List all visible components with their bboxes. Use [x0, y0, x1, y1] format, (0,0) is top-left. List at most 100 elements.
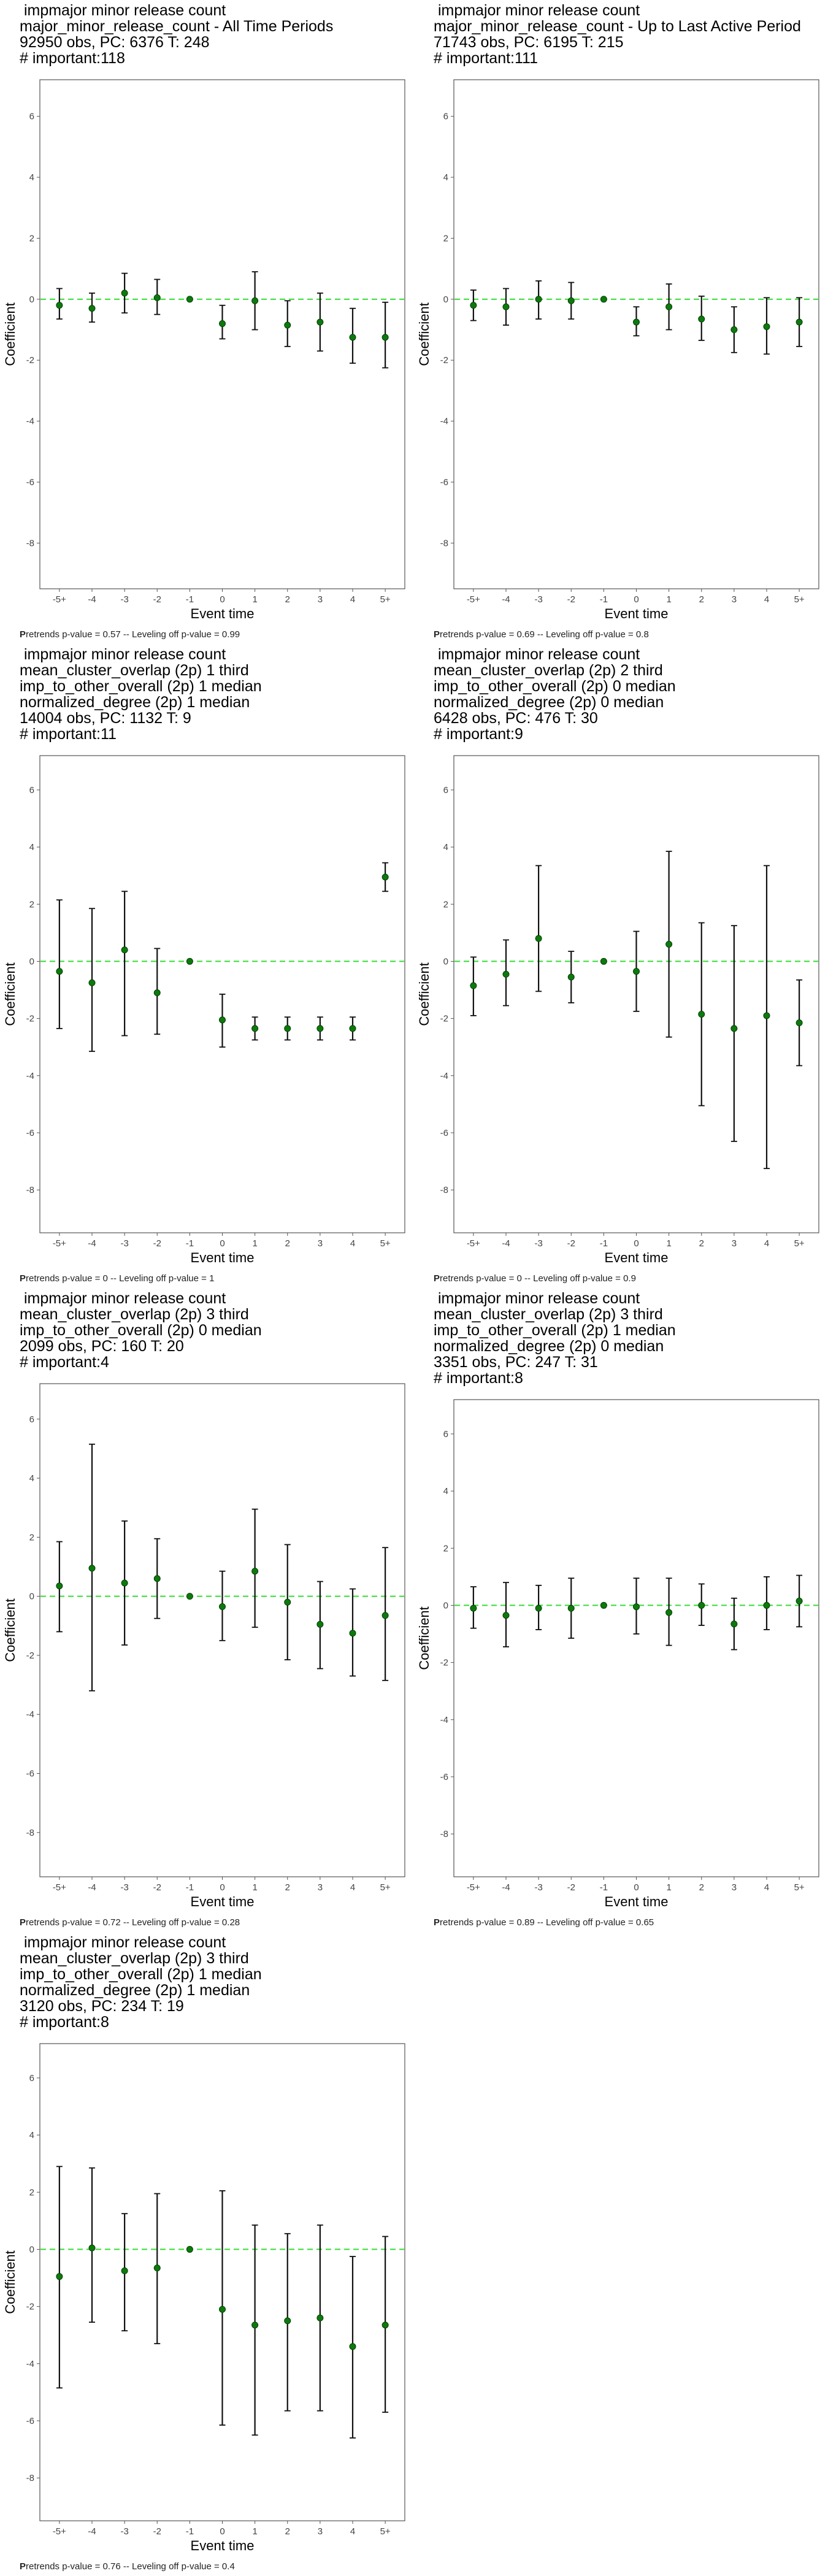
- y-tick-label: -2: [440, 1658, 448, 1668]
- point-estimate: [121, 2267, 128, 2274]
- footnote-bold-prefix: P: [434, 1273, 440, 1284]
- y-tick-label: 4: [29, 1473, 34, 1484]
- point-estimate: [186, 2246, 193, 2252]
- y-tick-label: -6: [440, 477, 448, 488]
- x-tick-label: 1: [666, 1882, 671, 1893]
- footnote-text: retrends p-value = 0 -- Leveling off p-v…: [26, 1273, 214, 1284]
- x-tick-label: -2: [153, 2526, 161, 2537]
- x-tick-label: 3: [732, 1238, 737, 1249]
- y-tick-label: -2: [26, 355, 34, 366]
- point-estimate: [89, 1565, 95, 1571]
- y-axis-label: Coefficient: [416, 302, 432, 366]
- y-tick-label: -2: [26, 2302, 34, 2312]
- point-estimate: [666, 1609, 672, 1616]
- footnote-text: retrends p-value = 0.72 -- Leveling off …: [26, 1917, 240, 1928]
- point-estimate: [634, 319, 640, 325]
- x-tick-label: 1: [252, 594, 257, 605]
- x-tick-label: 1: [252, 2526, 257, 2537]
- x-tick-label: 0: [634, 1238, 638, 1249]
- y-tick-label: -8: [26, 538, 34, 548]
- point-estimate: [764, 1602, 770, 1608]
- point-estimate: [382, 874, 388, 880]
- plot-frame: [454, 1400, 819, 1877]
- y-tick-label: -4: [440, 416, 448, 427]
- y-tick-label: 0: [29, 2244, 34, 2255]
- x-tick-label: 5+: [794, 594, 805, 605]
- x-tick-label: -5+: [53, 1882, 66, 1893]
- pvalue-footnote: Pretrends p-value = 0.57 -- Leveling off…: [20, 629, 240, 640]
- x-tick-label: 1: [666, 594, 671, 605]
- plot-svg: 6 4 2 0 -2 -4 -6 -8 Coefficient -5+ -4 -3 -2 -1 0 1 2 3 4 5…: [0, 644, 405, 1282]
- pvalue-footnote: Pretrends p-value = 0.89 -- Leveling off…: [434, 1917, 654, 1928]
- footnote-bold-prefix: P: [20, 1917, 26, 1928]
- point-estimate: [699, 316, 705, 322]
- y-axis-label: Coefficient: [416, 1606, 432, 1670]
- point-estimate: [470, 983, 477, 989]
- chart-panel: impmajor minor release count mean_cluster…: [0, 1932, 405, 2570]
- point-estimate: [568, 297, 574, 304]
- point-estimate: [186, 296, 193, 302]
- point-estimate: [220, 1603, 226, 1609]
- y-axis-label: Coefficient: [416, 962, 432, 1026]
- y-tick-label: -4: [26, 1071, 34, 1081]
- y-axis-label: Coefficient: [2, 1598, 18, 1662]
- footnote-text: retrends p-value = 0.69 -- Leveling off …: [440, 629, 649, 640]
- x-tick-label: -1: [186, 1238, 194, 1249]
- pvalue-footnote: Pretrends p-value = 0 -- Leveling off p-…: [20, 1273, 214, 1284]
- x-axis-label: Event time: [605, 1250, 669, 1265]
- y-tick-label: -8: [26, 1828, 34, 1838]
- x-tick-label: 5+: [794, 1238, 805, 1249]
- point-estimate: [121, 290, 128, 296]
- point-estimate: [154, 294, 160, 301]
- x-tick-label: 4: [350, 594, 355, 605]
- x-tick-label: -2: [567, 1882, 575, 1893]
- footnote-bold-prefix: P: [434, 629, 440, 640]
- y-tick-label: 0: [443, 294, 448, 305]
- x-tick-label: -3: [120, 594, 128, 605]
- point-estimate: [634, 1604, 640, 1610]
- y-tick-label: 4: [443, 172, 448, 183]
- x-tick-label: 5+: [380, 2526, 391, 2537]
- point-estimate: [470, 302, 477, 309]
- point-estimate: [89, 979, 95, 986]
- x-tick-label: -4: [502, 594, 510, 605]
- x-tick-label: 5+: [380, 1882, 391, 1893]
- point-estimate: [220, 2306, 226, 2312]
- x-tick-label: -4: [502, 1882, 510, 1893]
- point-estimate: [285, 1599, 291, 1605]
- point-estimate: [285, 322, 291, 328]
- point-estimate: [568, 974, 574, 980]
- point-estimate: [56, 302, 63, 309]
- y-tick-label: 0: [443, 1600, 448, 1611]
- x-tick-label: 3: [318, 1238, 323, 1249]
- point-estimate: [666, 304, 672, 310]
- point-estimate: [382, 2322, 388, 2328]
- x-tick-label: 5+: [794, 1882, 805, 1893]
- point-estimate: [220, 1017, 226, 1023]
- point-estimate: [317, 1621, 323, 1627]
- x-tick-label: -3: [534, 1882, 542, 1893]
- chart-panel: impmajor minor release count mean_cluster…: [414, 1288, 819, 1926]
- y-tick-label: 2: [29, 899, 34, 910]
- y-tick-label: -2: [440, 355, 448, 366]
- x-tick-label: 2: [285, 1882, 290, 1893]
- point-estimate: [382, 334, 388, 340]
- point-estimate: [89, 305, 95, 312]
- x-tick-label: 1: [252, 1238, 257, 1249]
- x-tick-label: 1: [252, 1882, 257, 1893]
- point-estimate: [764, 1013, 770, 1019]
- y-tick-label: 2: [443, 899, 448, 910]
- point-estimate: [535, 296, 542, 302]
- x-tick-label: -1: [600, 1238, 608, 1249]
- chart-panel: impmajor minor release count mean_cluster…: [0, 644, 405, 1282]
- y-tick-label: 6: [29, 112, 34, 122]
- point-estimate: [535, 1605, 542, 1611]
- y-tick-label: -6: [26, 2416, 34, 2426]
- point-estimate: [503, 971, 509, 977]
- y-tick-label: 6: [443, 112, 448, 122]
- point-estimate: [503, 1612, 509, 1619]
- x-tick-label: 0: [634, 594, 638, 605]
- x-tick-label: -3: [120, 2526, 128, 2537]
- point-estimate: [634, 968, 640, 975]
- point-estimate: [568, 1605, 574, 1611]
